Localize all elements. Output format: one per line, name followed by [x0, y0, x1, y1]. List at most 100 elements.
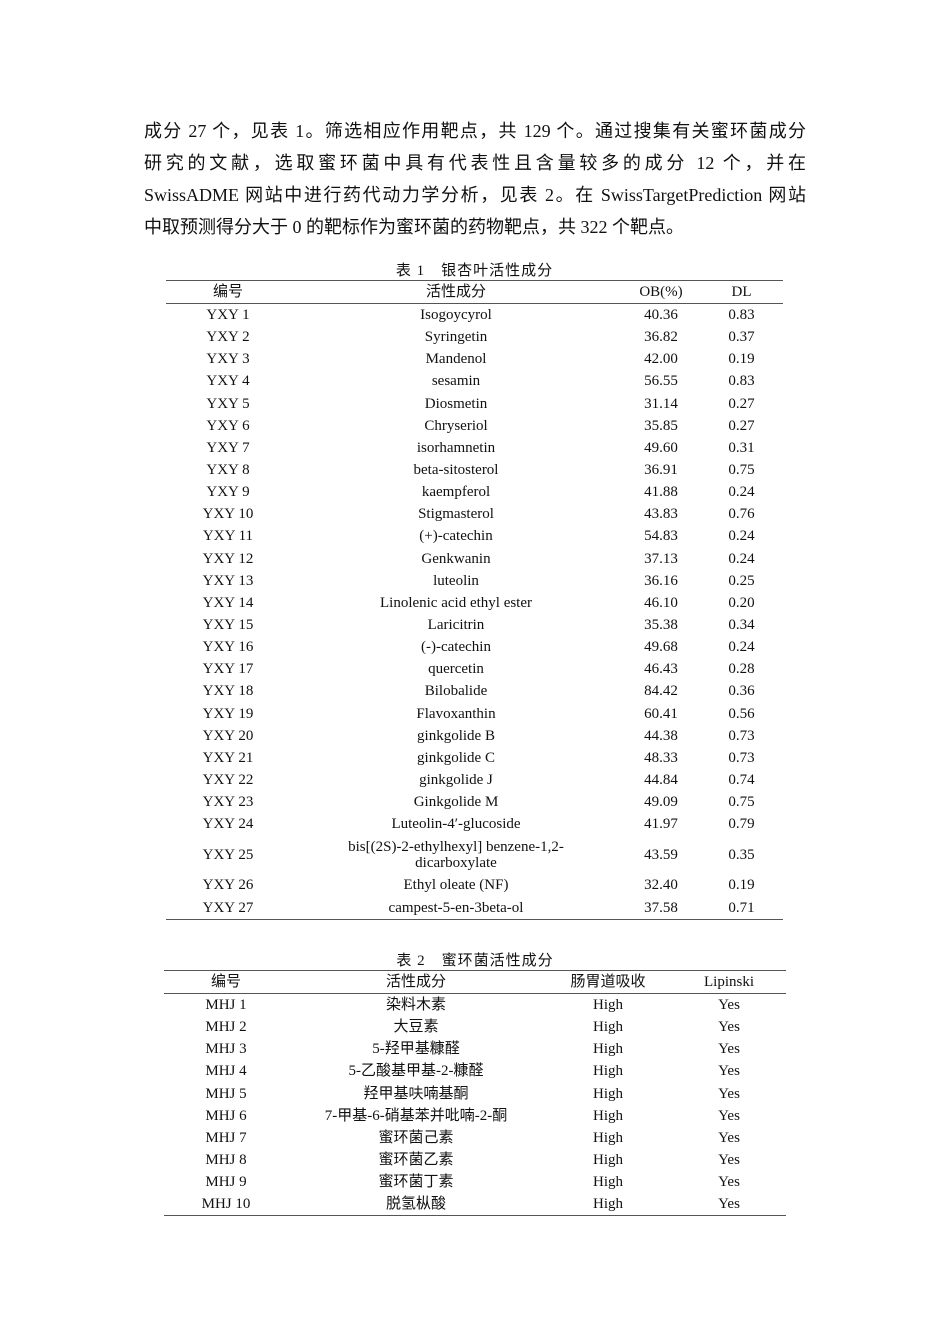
table-cell: Yes — [718, 1129, 740, 1146]
table-cell: 0.74 — [728, 772, 755, 789]
table-cell: YXY 7 — [206, 439, 250, 456]
table-cell: Ethyl oleate (NF) — [403, 877, 509, 894]
table-cell: ginkgolide J — [419, 772, 493, 789]
table-row: YXY 25 bis[(2S)-2-ethylhexyl] benzene-1,2… — [166, 835, 783, 874]
table-cell: YXY 11 — [202, 528, 254, 545]
table-row: YXY 14 Linolenic acid ethyl ester 46.10 0.2… — [166, 592, 783, 614]
table-cell: YXY 19 — [202, 705, 254, 722]
table-cell: quercetin — [428, 661, 484, 678]
header-id: 编号 — [166, 280, 290, 304]
table-cell: campest-5-en-3beta-ol — [290, 896, 622, 920]
table-row: MHJ 7 蜜环菌己素 High Yes — [164, 1127, 786, 1149]
table1: 编号 活性成分 OB(%) DL YXY 1 Isogoycyrol 40.36 0.… — [166, 280, 783, 920]
table-cell: Ginkgolide M — [413, 794, 499, 811]
table-cell: High — [593, 997, 623, 1014]
table1-caption: 表 1 银杏叶活性成分 — [395, 263, 554, 279]
table-cell: High — [593, 1063, 623, 1080]
table-cell: YXY 8 — [206, 462, 250, 479]
table-cell: isorhamnetin — [416, 439, 496, 456]
table-cell: 46.43 — [644, 661, 678, 678]
table-cell: beta-sitosterol — [413, 462, 499, 479]
table-cell: MHJ 1 — [205, 997, 247, 1014]
table-cell: 0.71 — [700, 896, 783, 920]
table-cell: YXY 16 — [202, 639, 254, 656]
table-cell: 0.35 — [728, 846, 755, 863]
table-row: YXY 8 beta-sitosterol 36.91 0.75 — [166, 459, 783, 481]
table-cell: Luteolin-4′-glucoside — [391, 816, 521, 833]
table-row: MHJ 5 羟甲基呋喃基酮 High Yes — [164, 1083, 786, 1105]
table-row: YXY 27 campest-5-en-3beta-ol 37.58 0.71 — [166, 896, 783, 920]
header-gi-absorption: 肠胃道吸收 — [544, 970, 672, 994]
table-cell: 0.24 — [728, 550, 755, 567]
table-cell: YXY 20 — [202, 727, 254, 744]
table-cell: YXY 9 — [206, 484, 250, 501]
table-cell: MHJ 8 — [205, 1152, 247, 1169]
table-cell: 0.83 — [728, 307, 755, 324]
table-cell: High — [544, 1193, 672, 1217]
table-cell: MHJ 10 — [164, 1193, 288, 1217]
header-component: 活性成分 — [290, 280, 622, 304]
table-cell: 44.38 — [644, 727, 678, 744]
table-row: YXY 24 Luteolin-4′-glucoside 41.97 0.79 — [166, 813, 783, 835]
table-cell: High — [593, 1129, 623, 1146]
table-cell: Yes — [718, 997, 740, 1014]
table-cell: 0.79 — [728, 816, 755, 833]
table-cell: YXY 24 — [202, 816, 254, 833]
table-cell: 0.24 — [728, 528, 755, 545]
table-cell: YXY 5 — [206, 395, 250, 412]
table-cell: High — [593, 1041, 623, 1058]
table-cell: 染料木素 — [385, 997, 446, 1014]
paragraph-line: 研究的文献，选取蜜环菌中具有代表性且含量较多的成分 12 个，并在 — [144, 153, 806, 173]
table-cell: 0.36 — [728, 683, 755, 700]
table-row: YXY 16 (-)-catechin 49.68 0.24 — [166, 636, 783, 658]
table-cell: 49.68 — [644, 639, 678, 656]
table-cell: 大豆素 — [393, 1019, 439, 1036]
table-row: YXY 26 Ethyl oleate (NF) 32.40 0.19 — [166, 874, 783, 896]
table-cell: 40.36 — [644, 307, 678, 324]
table-cell: 0.37 — [728, 329, 755, 346]
table-row: MHJ 3 5-羟甲基糠醛 High Yes — [164, 1038, 786, 1060]
table2-caption: 表 2 蜜环菌活性成分 — [396, 953, 554, 969]
table-cell: 脱氢枞酸 — [288, 1193, 544, 1217]
table-cell: 5-乙酸基甲基-2-糠醛 — [348, 1063, 484, 1080]
paragraph-line: SwissADME 网站中进行药代动力学分析，见表 2。在 SwissTarge… — [144, 185, 806, 205]
table-cell: (+)-catechin — [419, 528, 493, 545]
table-cell: MHJ 5 — [205, 1085, 247, 1102]
table-row: MHJ 8 蜜环菌乙素 High Yes — [164, 1149, 786, 1171]
paragraph-line: 成分 27 个，见表 1。筛选相应作用靶点，共 129 个。通过搜集有关蜜环菌成… — [144, 121, 806, 141]
table-cell: Bilobalide — [424, 683, 488, 700]
table-cell: YXY 13 — [202, 572, 254, 589]
table-cell: Chryseriol — [424, 417, 488, 434]
table-cell: 43.83 — [644, 506, 678, 523]
table-cell: Yes — [718, 1063, 740, 1080]
table-cell: 0.24 — [728, 639, 755, 656]
table-cell: YXY 22 — [202, 772, 254, 789]
table-row: YXY 6 Chryseriol 35.85 0.27 — [166, 415, 783, 437]
table-cell: 0.76 — [728, 506, 755, 523]
table-row: YXY 15 Laricitrin 35.38 0.34 — [166, 614, 783, 636]
table-cell: Yes — [718, 1107, 740, 1124]
table2: 编号 活性成分 肠胃道吸收 Lipinski MHJ 1 染料木素 High Yes M… — [164, 970, 786, 1217]
table-cell: 0.28 — [728, 661, 755, 678]
table-row: YXY 20 ginkgolide B 44.38 0.73 — [166, 725, 783, 747]
table-cell: 0.20 — [728, 594, 755, 611]
table-cell: Laricitrin — [427, 617, 485, 634]
table-cell: 37.58 — [622, 896, 700, 920]
table-cell: MHJ 2 — [205, 1019, 247, 1036]
table-cell: 49.60 — [644, 439, 678, 456]
paragraph-line: 中取预测得分大于 0 的靶标作为蜜环菌的药物靶点，共 322 个靶点。 — [144, 217, 684, 237]
table-cell: 0.25 — [728, 572, 755, 589]
table-row: YXY 4 sesamin 56.55 0.83 — [166, 370, 783, 392]
table-cell: YXY 26 — [202, 877, 254, 894]
table-cell: Yes — [718, 1041, 740, 1058]
table-cell: 0.19 — [728, 877, 755, 894]
table-cell: High — [593, 1085, 623, 1102]
table-cell: Syringetin — [424, 329, 488, 346]
table-cell: 0.73 — [728, 727, 755, 744]
table-row: MHJ 6 7-甲基-6-硝基苯并吡喃-2-酮 High Yes — [164, 1105, 786, 1127]
table-row: YXY 18 Bilobalide 84.42 0.36 — [166, 680, 783, 702]
table-cell: sesamin — [431, 373, 481, 390]
table-cell: 49.09 — [644, 794, 678, 811]
table-cell: YXY 25 — [202, 846, 254, 863]
table-cell: YXY 23 — [202, 794, 254, 811]
